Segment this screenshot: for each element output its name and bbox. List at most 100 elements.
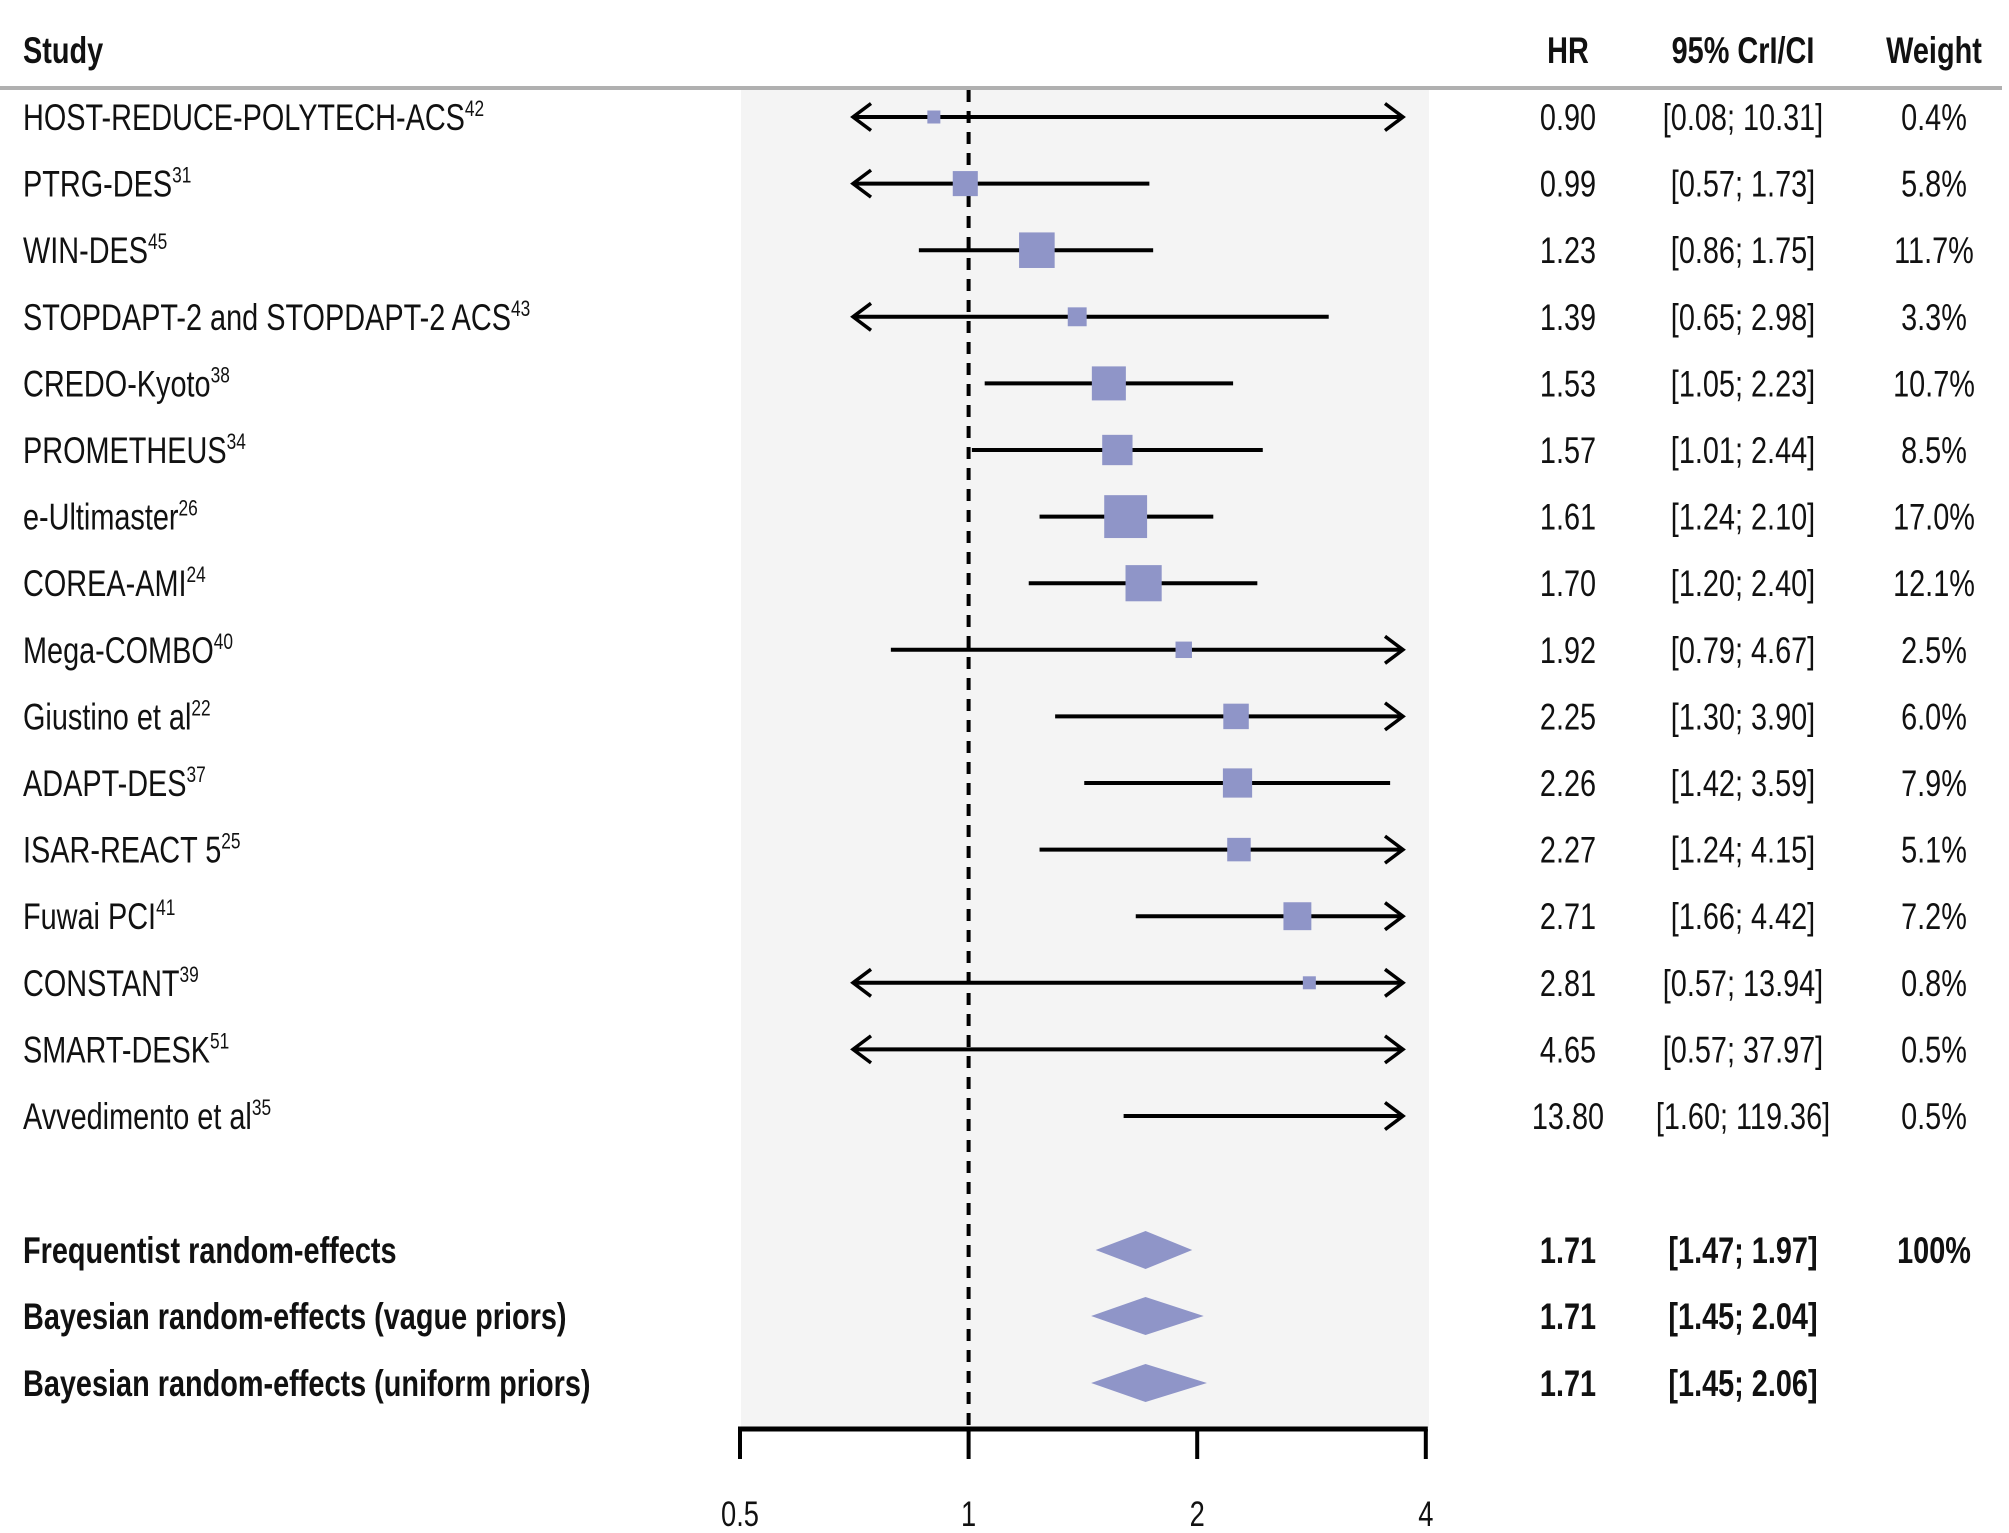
summary-row: Frequentist random-effects 1.71 [1.47; 1.9… [23,1231,1971,1272]
study-name-text: PTRG-DES [23,164,172,205]
hr-value: 1.39 [1540,297,1596,338]
weight-value: 12.1% [1893,564,1975,605]
hr-value: 2.26 [1540,764,1596,805]
weight-value: 17.0% [1893,497,1975,538]
summary-diamond [1091,1364,1207,1402]
weight-value: 7.9% [1901,764,1967,805]
effect-square-marker [1227,837,1251,862]
effect-square-marker [1223,703,1249,730]
weight-value: 2.5% [1901,630,1967,671]
ci-value: [1.20; 2.40] [1671,564,1815,605]
study-name-text: CONSTANT [23,963,180,1004]
study-name-text: SMART-DESK [23,1030,210,1071]
summary-name: Bayesian random-effects (uniform priors) [23,1364,591,1405]
ci-value: [1.01; 2.44] [1671,431,1815,472]
summary-row: Bayesian random-effects (uniform priors)… [23,1364,1818,1405]
hr-value: 1.92 [1540,630,1596,671]
arrow-left-icon [850,168,873,199]
hr-value: 2.71 [1540,897,1596,938]
arrow-left-icon [850,1034,873,1065]
effect-square-marker [1091,366,1126,401]
ci-value: [0.57; 37.97] [1663,1030,1823,1071]
ci-value: [1.05; 2.23] [1671,364,1815,405]
hr-value: 1.61 [1540,497,1596,538]
study-name: SMART-DESK51 [23,1029,229,1071]
study-reference: 45 [148,230,167,255]
ci-value: [1.42; 3.59] [1671,764,1815,805]
x-axis-tick-label: 2 [1190,1495,1205,1533]
summary-hr-value: 1.71 [1540,1231,1596,1272]
study-row: CONSTANT39 2.81 [0.57; 13.94] 0.8% [23,963,1967,1005]
summary-name: Frequentist random-effects [23,1231,397,1272]
hr-value: 1.53 [1540,364,1596,405]
study-reference: 34 [227,430,246,455]
study-name-text: e-Ultimaster [23,497,179,538]
weight-value: 0.4% [1901,98,1967,139]
x-axis-tick-label: 0.5 [721,1495,759,1533]
study-row: ADAPT-DES37 2.26 [1.42; 3.59] 7.9% [23,763,1967,805]
arrow-left-icon [850,301,873,332]
arrow-right-icon [1383,102,1406,132]
study-row: PROMETHEUS34 1.57 [1.01; 2.44] 8.5% [23,430,1967,472]
summary-ci-value: [1.47; 1.97] [1668,1231,1817,1272]
weight-value: 0.5% [1901,1097,1967,1138]
study-name-text: STOPDAPT-2 and STOPDAPT-2 ACS [23,297,511,338]
study-name: STOPDAPT-2 and STOPDAPT-2 ACS43 [23,297,530,339]
x-axis-tick-label: 4 [1418,1495,1433,1533]
arrow-right-icon [1383,634,1406,665]
ci-value: [0.57; 1.73] [1671,164,1815,205]
x-axis: 0.5 1 2 4 [721,1426,1433,1533]
hr-value: 13.80 [1532,1097,1604,1138]
study-name: Giustino et al22 [23,696,211,738]
study-row: PTRG-DES31 0.99 [0.57; 1.73] 5.8% [23,164,1967,206]
column-header-weight: Weight [1886,31,1982,72]
study-name-text: PROMETHEUS [23,431,227,472]
effect-square-marker [1302,976,1316,990]
plot-panel-background [741,90,1429,1428]
study-name: e-Ultimaster26 [23,497,198,539]
ci-value: [1.24; 2.10] [1671,497,1815,538]
study-name-text: HOST-REDUCE-POLYTECH-ACS [23,98,465,139]
study-reference: 42 [465,97,484,122]
column-header-ci: 95% CrI/CI [1672,31,1815,72]
summary-weight-value: 100% [1897,1231,1971,1272]
study-name: WIN-DES45 [23,230,167,272]
study-reference: 40 [214,630,233,655]
summary-row: Bayesian random-effects (vague priors) 1.… [23,1297,1818,1338]
study-row: STOPDAPT-2 and STOPDAPT-2 ACS43 1.39 [0.65… [23,297,1967,339]
study-reference: 43 [511,297,530,322]
study-row: WIN-DES45 1.23 [0.86; 1.75] 11.7% [23,230,1974,272]
study-name-text: COREA-AMI [23,564,187,605]
study-row: Avvedimento et al35 13.80 [1.60; 119.36] 0.… [23,1096,1967,1138]
study-name-text: Mega-COMBO [23,630,214,671]
hr-value: 0.99 [1540,164,1596,205]
ci-value: [1.66; 4.42] [1671,897,1815,938]
ci-value: [1.30; 3.90] [1671,697,1815,738]
hr-value: 4.65 [1540,1030,1596,1071]
hr-value: 0.90 [1540,98,1596,139]
study-name-text: Giustino et al [23,697,191,738]
ci-value: [0.57; 13.94] [1663,963,1823,1004]
effect-square-marker [1019,232,1055,268]
study-row: Fuwai PCI41 2.71 [1.66; 4.42] 7.2% [23,896,1967,938]
study-reference: 25 [221,830,240,855]
study-reference: 24 [187,563,206,588]
effect-square-marker [952,171,978,197]
summary-name: Bayesian random-effects (vague priors) [23,1297,567,1338]
study-row: Mega-COMBO40 1.92 [0.79; 4.67] 2.5% [23,630,1967,672]
weight-value: 0.5% [1901,1030,1967,1071]
effect-square-marker [1283,902,1312,931]
arrow-right-icon [1383,1101,1406,1131]
study-rows: HOST-REDUCE-POLYTECH-ACS42 0.90 [0.08; 10.… [23,97,1975,1138]
study-reference: 31 [172,164,191,189]
study-row: COREA-AMI24 1.70 [1.20; 2.40] 12.1% [23,563,1975,605]
weight-value: 6.0% [1901,697,1967,738]
summary-diamond [1095,1231,1193,1269]
effect-square-marker [1125,565,1162,602]
effect-square-marker [1067,307,1087,327]
ci-value: [1.60; 119.36] [1656,1097,1830,1138]
study-name: Avvedimento et al35 [23,1096,271,1138]
ci-value: [0.08; 10.31] [1663,98,1823,139]
weight-value: 11.7% [1894,231,1974,272]
study-row: SMART-DESK51 4.65 [0.57; 37.97] 0.5% [23,1029,1967,1071]
